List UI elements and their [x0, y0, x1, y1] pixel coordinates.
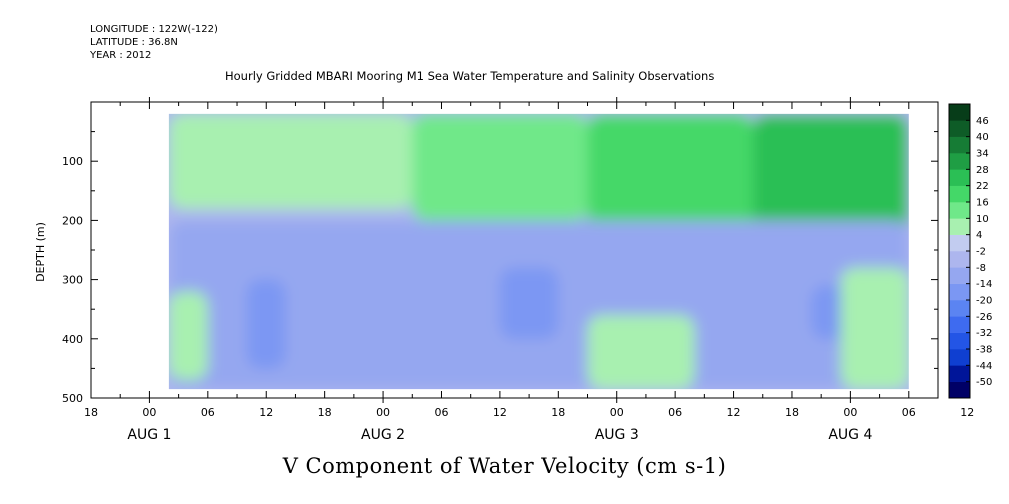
- x-tick-label: 18: [551, 406, 565, 419]
- x-tick-label: 12: [727, 406, 741, 419]
- x-tick-label: 18: [785, 406, 799, 419]
- x-tick-label: 06: [902, 406, 916, 419]
- colorbar-label: 4: [976, 230, 982, 241]
- colorbar-swatch: [949, 104, 970, 121]
- colorbar-label: -20: [976, 296, 992, 307]
- colorbar-swatch: [949, 365, 970, 382]
- y-axis-label: DEPTH (m): [34, 222, 47, 282]
- chart-title: Hourly Gridded MBARI Mooring M1 Sea Wate…: [225, 69, 715, 83]
- x-tick-label: 12: [960, 406, 974, 419]
- x-day-label: AUG 3: [595, 427, 639, 443]
- colorbar-label: -44: [976, 361, 992, 372]
- year-label: YEAR : 2012: [90, 50, 152, 61]
- colorbar-label: 10: [976, 214, 989, 225]
- y-tick-label: 500: [62, 392, 83, 405]
- field-region: [840, 267, 909, 390]
- velocity-field: [168, 113, 909, 390]
- colorbar-label: -50: [976, 377, 992, 388]
- y-tick-label: 200: [62, 214, 83, 227]
- colorbar-swatch: [949, 332, 970, 350]
- x-tick-label: 18: [84, 406, 98, 419]
- field-region: [587, 113, 754, 250]
- colorbar-swatch: [949, 316, 970, 333]
- variable-title: V Component of Water Velocity (cm s-1): [282, 454, 727, 478]
- x-tick-label: 00: [376, 406, 390, 419]
- colorbar-label: 46: [976, 116, 989, 127]
- colorbar-swatch: [949, 218, 970, 235]
- x-tick-label: 18: [318, 406, 332, 419]
- field-region: [168, 113, 413, 209]
- x-tick-label: 12: [493, 406, 507, 419]
- colorbar-label: -38: [976, 345, 992, 356]
- field-region: [753, 113, 909, 233]
- x-day-label: AUG 4: [828, 427, 872, 443]
- x-tick-label: 06: [201, 406, 215, 419]
- x-tick-label: 00: [610, 406, 624, 419]
- colorbar-label: -14: [976, 279, 992, 290]
- field-region: [246, 279, 286, 369]
- colorbar-swatch: [949, 120, 970, 137]
- colorbar-label: 28: [976, 165, 989, 176]
- colorbar-swatch: [949, 153, 970, 170]
- x-tick-label: 06: [434, 406, 448, 419]
- colorbar-swatch: [949, 169, 970, 186]
- colorbar: -50 -44 -38 -32 -26 -20 -14 -8 -2 4 10 16 22 28 34 40 46: [948, 103, 992, 399]
- x-tick-label: 12: [259, 406, 273, 419]
- x-day-label: AUG 2: [361, 427, 405, 443]
- colorbar-label: 40: [976, 132, 989, 143]
- colorbar-label: -2: [976, 247, 986, 258]
- colorbar-swatch: [949, 349, 970, 366]
- y-tick-label: 300: [62, 274, 83, 287]
- colorbar-swatch: [949, 185, 970, 203]
- colorbar-swatch: [949, 300, 970, 317]
- longitude-label: LONGITUDE : 122W(-122): [90, 24, 218, 35]
- colorbar-swatch: [949, 136, 970, 154]
- colorbar-swatch: [949, 251, 970, 268]
- colorbar-label: -26: [976, 312, 992, 323]
- colorbar-swatch: [949, 234, 970, 252]
- field-region: [412, 113, 588, 221]
- x-tick-label: 06: [668, 406, 682, 419]
- colorbar-label: 22: [976, 181, 989, 192]
- colorbar-swatch: [949, 283, 970, 301]
- colorbar-swatch: [949, 267, 970, 284]
- axes: 1800061218000612180006121800061218AUG 1A…: [62, 97, 974, 443]
- latitude-label: LATITUDE : 36.8N: [90, 37, 178, 48]
- y-tick-label: 400: [62, 333, 83, 346]
- y-tick-label: 100: [62, 155, 83, 168]
- colorbar-swatch: [949, 202, 970, 219]
- x-tick-label: 00: [142, 406, 156, 419]
- colorbar-label: 34: [976, 149, 989, 160]
- x-tick-label: 00: [843, 406, 857, 419]
- field-region: [587, 315, 695, 390]
- colorbar-label: -8: [976, 263, 986, 274]
- field-region: [168, 291, 208, 381]
- field-region: [499, 267, 559, 339]
- x-day-label: AUG 1: [127, 427, 171, 443]
- colorbar-swatch: [949, 381, 970, 399]
- colorbar-label: -32: [976, 328, 992, 339]
- colorbar-label: 16: [976, 198, 989, 209]
